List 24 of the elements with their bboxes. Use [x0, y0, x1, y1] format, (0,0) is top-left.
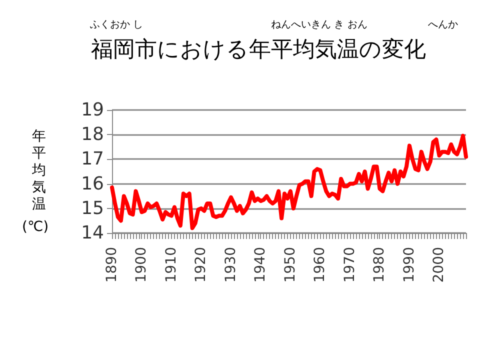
x-tick-label: 2000 [431, 247, 448, 283]
x-tick-label: 1950 [282, 247, 298, 283]
x-tick-label: 1890 [104, 247, 120, 283]
text: へんか [428, 20, 458, 30]
x-tick-label: 1990 [401, 247, 418, 283]
line-series [110, 134, 468, 230]
x-tick-label: 1980 [372, 247, 388, 283]
y-tick-label: 18 [81, 124, 104, 146]
y-tick-label: 14 [81, 222, 104, 244]
x-tick-label: 1970 [342, 247, 358, 283]
chart-title: 福岡市における年平均気温の変化 [91, 38, 426, 62]
y-axis-title: 年平均気温(℃) [22, 128, 49, 235]
y-tick-label: 19 [81, 100, 104, 120]
text: ふくおか し [89, 20, 144, 30]
x-tick-label: 1920 [193, 247, 210, 283]
y-tick-label: 17 [81, 148, 104, 170]
x-tick-label: 1900 [134, 247, 150, 283]
y-tick-label: 15 [81, 198, 104, 219]
x-tick-label: 1960 [312, 247, 328, 283]
x-tick-label: 1940 [252, 247, 269, 283]
y-tick-label: 16 [81, 173, 104, 194]
x-tick-label: 1910 [163, 247, 180, 283]
x-tick-label: 1930 [222, 247, 239, 283]
text: ねんへいきん き おん [271, 20, 368, 30]
